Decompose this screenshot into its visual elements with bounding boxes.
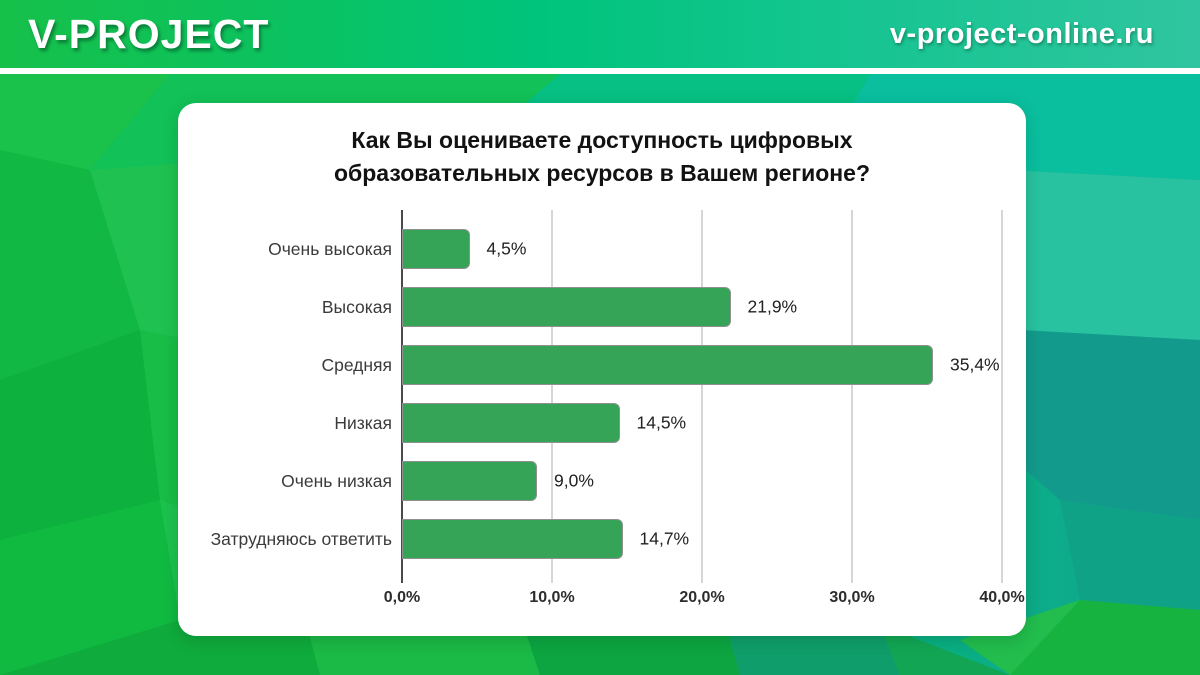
chart-row: Затрудняюсь ответить 14,7%: [178, 510, 1026, 568]
brand-logo: V-PROJECT: [28, 10, 270, 57]
bar-track: 9,0%: [402, 461, 1002, 501]
bar: [402, 403, 620, 443]
x-tick-label: 20,0%: [679, 589, 725, 606]
bar-track: 14,7%: [402, 519, 1002, 559]
gridline: [551, 210, 553, 583]
x-tick-label: 0,0%: [383, 589, 421, 606]
bar: [402, 519, 623, 559]
chart-row: Очень высокая 4,5%: [178, 220, 1026, 278]
category-label: Высокая: [321, 296, 392, 317]
category-label: Средняя: [321, 354, 392, 375]
site-url: v-project-online.ru: [889, 17, 1154, 50]
bar-value-label: 35,4%: [950, 354, 1000, 375]
bar-value-label: 9,0%: [554, 470, 594, 491]
bar-value-label: 14,5%: [636, 412, 687, 433]
chart-title-line-1: Как Вы оцениваете доступность цифровых: [351, 127, 853, 153]
bar-value-label: 4,5%: [486, 238, 527, 259]
gridline: [701, 210, 703, 583]
bar: [402, 345, 933, 385]
chart-row: Средняя 35,4%: [178, 336, 1026, 394]
bar-track: 14,5%: [402, 403, 1002, 443]
bar-value-label: 14,7%: [639, 528, 690, 549]
y-axis-line: [401, 210, 403, 583]
gridline: [1001, 210, 1003, 583]
x-tick-label: 10,0%: [529, 589, 575, 606]
bar-track: 4,5%: [402, 229, 1002, 269]
chart-card: Как Вы оцениваете доступность цифровых о…: [178, 103, 1026, 636]
chart-title-line-2: образовательных ресурсов в Вашем регионе…: [333, 160, 870, 186]
bar-value-label: 21,9%: [747, 296, 798, 317]
bar-track: 35,4%: [402, 345, 1002, 385]
x-tick-label: 40,0%: [979, 589, 1025, 606]
header-bar: V-PROJECT v-project-online.ru: [0, 0, 1200, 74]
chart-gridlines: [402, 210, 1003, 583]
bar: [402, 287, 731, 327]
chart-row: Очень низкая 9,0%: [178, 452, 1026, 510]
chart-title: Как Вы оцениваете доступность цифровых о…: [208, 124, 996, 190]
chart-row: Высокая 21,9%: [178, 278, 1026, 336]
x-axis-labels: 0,0% 10,0% 20,0% 30,0% 40,0%: [384, 589, 1025, 611]
category-label: Очень низкая: [281, 470, 392, 491]
chart-rows: Очень высокая 4,5% Высокая 21,9% Средняя 35,4…: [178, 220, 1026, 568]
category-label: Очень высокая: [268, 238, 392, 259]
bar: [402, 229, 470, 269]
bar-track: 21,9%: [402, 287, 1002, 327]
bar: [402, 461, 537, 501]
category-label: Затрудняюсь ответить: [210, 528, 392, 549]
x-tick-label: 30,0%: [829, 589, 875, 606]
chart-row: Низкая 14,5%: [178, 394, 1026, 452]
category-label: Низкая: [334, 412, 392, 433]
gridline: [851, 210, 853, 583]
